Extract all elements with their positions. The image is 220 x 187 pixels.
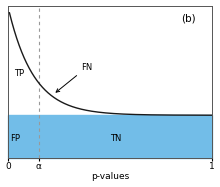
Text: FN: FN — [56, 62, 93, 92]
Text: (b): (b) — [181, 13, 195, 23]
Text: TP: TP — [15, 69, 25, 78]
Text: TN: TN — [110, 134, 121, 143]
Text: FP: FP — [11, 134, 20, 143]
X-axis label: p-values: p-values — [91, 172, 129, 181]
Bar — [8, 115, 212, 158]
